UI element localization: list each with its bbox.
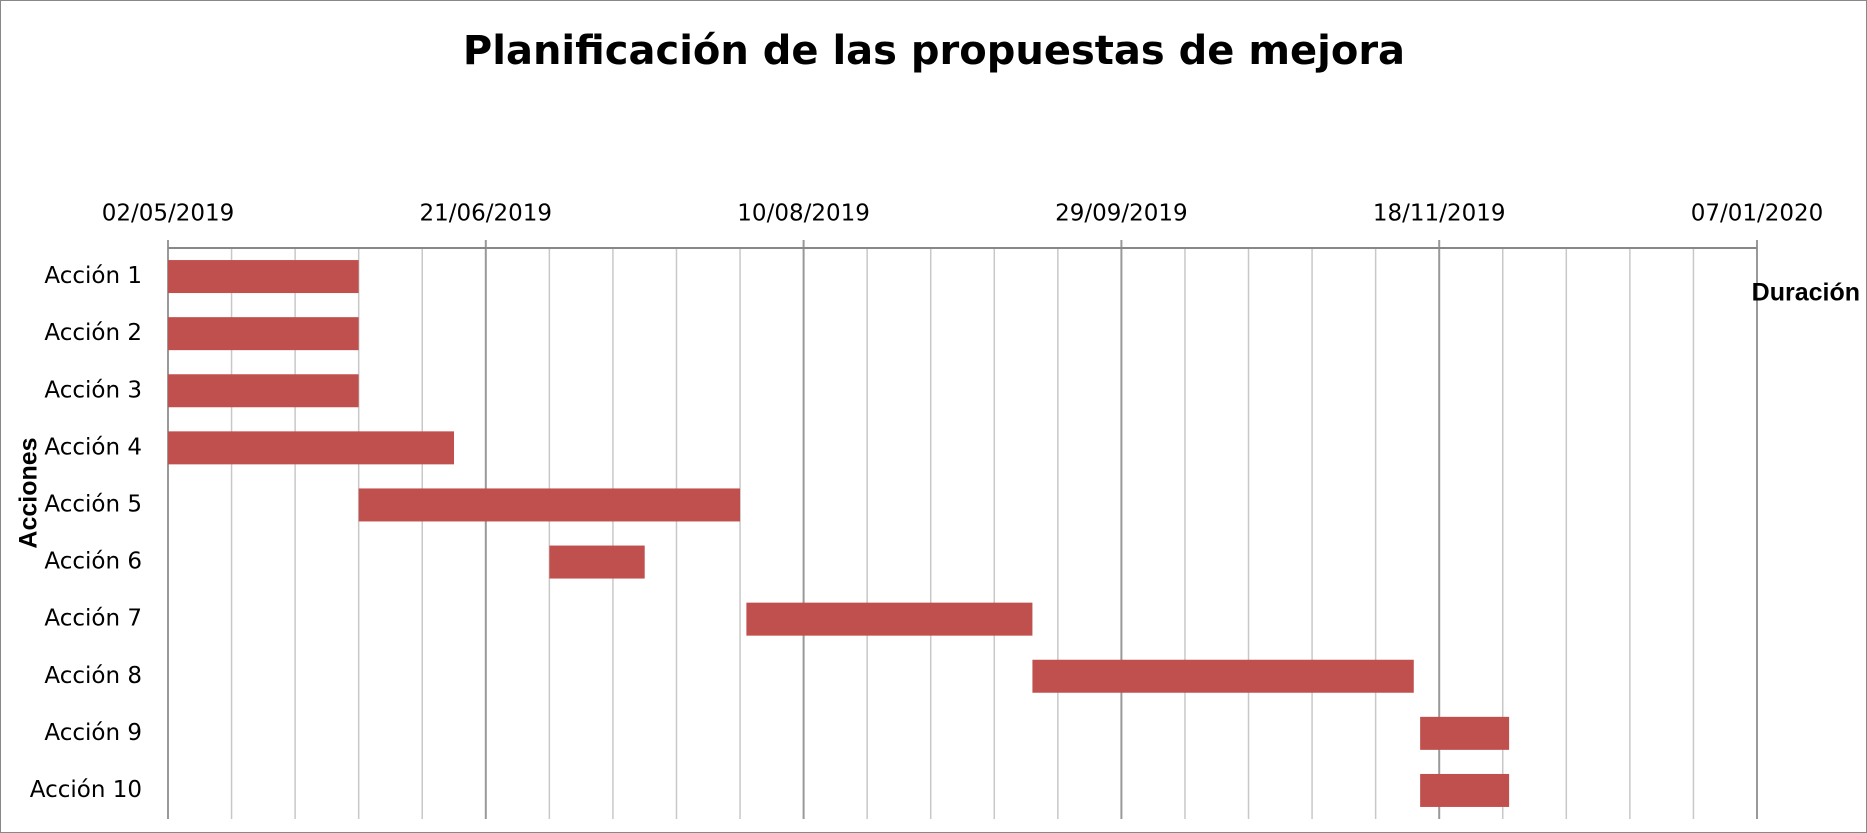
y-tick-label: Acción 2 [44,320,142,346]
y-tick-label: Acción 7 [44,606,142,632]
x-tick-label: 29/09/2019 [1055,201,1188,227]
bar [1420,716,1510,750]
y-tick-label: Acción 10 [30,777,142,803]
y-tick-label: Acción 3 [44,377,142,403]
bar [358,488,741,522]
bar [168,260,359,294]
y-tick-label: Acción 1 [44,263,142,289]
bar [746,602,1033,636]
bar [168,317,359,351]
bar [168,431,455,465]
y-tick-label: Acción 6 [44,549,142,575]
legend-label: Duración [1752,279,1860,307]
x-tick-label: 18/11/2019 [1373,201,1506,227]
y-axis-label: Acciones [15,437,43,548]
y-tick-label: Acción 9 [44,720,142,746]
x-tick-label: 10/08/2019 [737,201,870,227]
x-tick-label: 21/06/2019 [420,201,553,227]
y-tick-label: Acción 8 [44,663,142,689]
x-tick-label: 07/01/2020 [1691,201,1824,227]
bar [549,545,645,579]
bar [168,374,359,408]
chart-title: Planificación de las propuestas de mejor… [463,28,1405,74]
bar [1420,773,1510,807]
bar [1032,659,1414,693]
x-tick-label: 02/05/2019 [102,201,235,227]
y-tick-label: Acción 5 [44,491,142,517]
y-tick-label: Acción 4 [44,434,142,460]
